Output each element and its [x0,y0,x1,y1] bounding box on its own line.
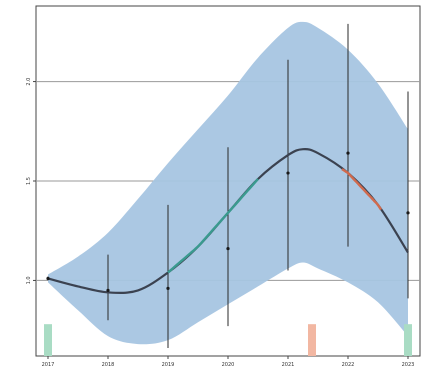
trend-segment-up [167,178,259,274]
x-tick-label: 2020 [222,362,235,368]
x-tick-label: 2017 [42,362,55,368]
x-tick-label: 2019 [162,362,175,368]
event-markers [44,324,412,356]
data-point [286,171,290,175]
x-tick-label: 2021 [282,362,295,368]
data-point [226,247,230,251]
data-point [346,151,350,155]
x-tick-label: 2018 [102,362,115,368]
trend-segment-down [341,168,383,211]
x-axis-ticks: 2017 2018 2019 2020 2021 2022 2023 [42,356,415,368]
y-tick-label: 1.0 [26,276,32,284]
data-point [106,288,110,292]
event-marker [308,324,316,356]
y-tick-label: 2.0 [26,78,32,86]
error-bars [47,23,409,349]
data-point [46,276,50,281]
y-tick-label: 1.5 [26,177,32,185]
data-point [406,211,410,215]
event-marker [404,324,412,356]
data-point [166,286,170,290]
fit-lines [47,148,409,295]
observation-points [46,151,410,292]
x-tick-label: 2022 [342,362,355,368]
x-tick-label: 2023 [402,362,415,368]
y-axis-ticks: 1.0 1.5 2.0 [26,78,36,284]
event-marker [44,324,52,356]
